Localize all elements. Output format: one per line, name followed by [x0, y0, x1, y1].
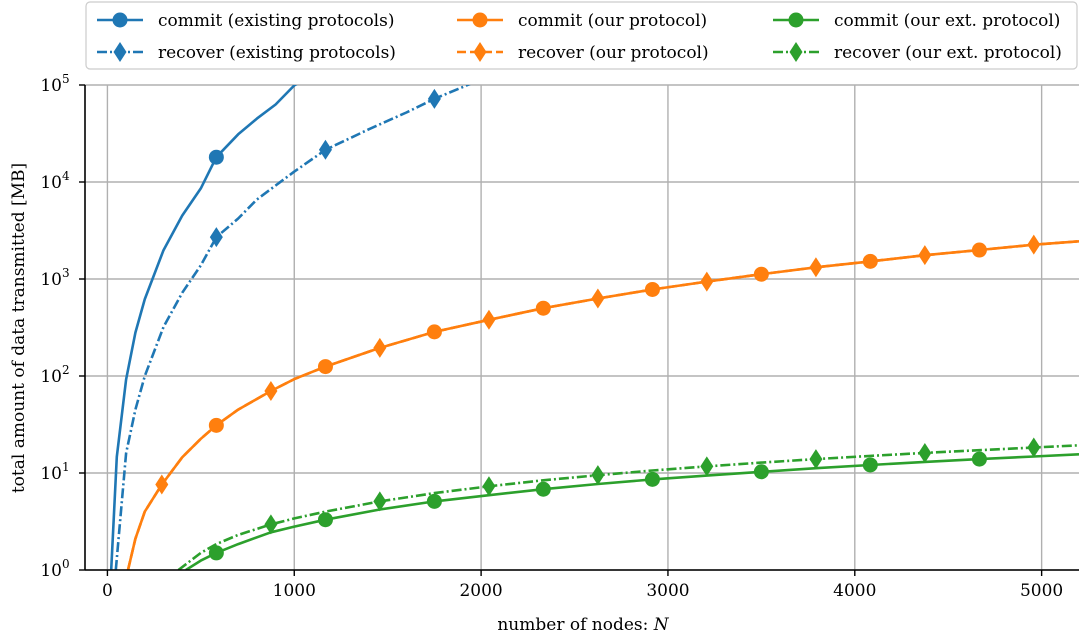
y-tick-label: 105	[40, 72, 69, 96]
data-point	[753, 266, 769, 282]
data-point	[862, 253, 878, 269]
data-point	[1027, 234, 1041, 255]
y-tick-label: 101	[40, 460, 69, 484]
data-point	[317, 359, 333, 375]
legend-label: recover (our ext. protocol)	[834, 43, 1062, 63]
data-point	[426, 493, 442, 509]
marker-layer	[155, 88, 1041, 561]
data-point	[809, 449, 823, 470]
y-tick-label: 100	[40, 557, 69, 581]
data-point	[809, 257, 823, 278]
data-point	[918, 245, 932, 266]
tick-labels: 0 1000 2000 3000 4000 5000 100 101 102 103 104 105	[40, 72, 1063, 601]
legend-label: commit (our protocol)	[518, 11, 707, 31]
grid-lines	[85, 84, 1079, 571]
data-point	[208, 545, 224, 561]
series-line	[114, 85, 471, 570]
legend-marker	[473, 42, 487, 62]
legend-label: commit (our ext. protocol)	[834, 11, 1060, 31]
data-point	[591, 465, 605, 486]
y-tick-label: 104	[40, 169, 70, 193]
legend-marker	[112, 12, 128, 28]
data-point	[264, 381, 278, 402]
legend-marker	[789, 42, 803, 62]
y-tick-label: 103	[40, 266, 69, 290]
data-point	[208, 149, 224, 165]
legend-frame	[85, 1, 1078, 70]
legend-label: recover (existing protocols)	[158, 43, 396, 63]
x-tick-label: 5000	[1020, 581, 1063, 601]
data-point	[535, 300, 551, 316]
data-point	[700, 271, 714, 292]
x-tick-label: 3000	[646, 581, 689, 601]
data-point	[317, 512, 333, 528]
data-point	[373, 491, 387, 512]
legend: commit (existing protocols) recover (exis…	[85, 1, 1078, 70]
data-point	[264, 514, 278, 535]
data-point	[591, 288, 605, 309]
legend-entry: recover (our ext. protocol)	[773, 42, 1062, 63]
legend-marker	[788, 12, 804, 28]
series-layer	[109, 85, 1079, 570]
series-line	[177, 444, 1079, 570]
data-point	[155, 474, 169, 495]
data-point	[1027, 437, 1041, 458]
data-point	[208, 417, 224, 433]
legend-label: recover (our protocol)	[518, 43, 709, 63]
y-tick-label: 102	[40, 363, 69, 387]
data-point	[482, 309, 496, 330]
data-point	[427, 88, 441, 109]
data-point	[862, 457, 878, 473]
data-point	[644, 281, 660, 297]
x-tick-label: 2000	[459, 581, 502, 601]
x-axis-label: number of nodes: N	[497, 615, 669, 635]
data-point	[318, 139, 332, 160]
legend-entry: recover (our protocol)	[457, 42, 709, 63]
data-point	[535, 481, 551, 497]
data-point	[753, 464, 769, 480]
legend-entry: recover (existing protocols)	[97, 42, 396, 63]
data-point	[482, 476, 496, 497]
data-point	[971, 451, 987, 467]
data-point	[971, 242, 987, 258]
data-point	[644, 471, 660, 487]
data-point	[426, 324, 442, 340]
axes	[79, 84, 1079, 576]
legend-marker	[113, 42, 127, 62]
series-line	[109, 85, 298, 570]
data-point	[209, 227, 223, 248]
x-tick-label: 0	[102, 581, 113, 601]
x-tick-label: 1000	[273, 581, 316, 601]
y-axis-label: total amount of data transmitted [MB]	[9, 163, 29, 493]
legend-label: commit (existing protocols)	[158, 11, 394, 31]
legend-entry: commit (our ext. protocol)	[773, 11, 1060, 31]
legend-marker	[472, 12, 488, 28]
legend-entry: commit (our protocol)	[457, 11, 707, 31]
data-point	[373, 337, 387, 358]
data-point	[700, 456, 714, 477]
legend-entry: commit (existing protocols)	[97, 11, 394, 31]
data-point	[918, 442, 932, 463]
x-tick-label: 4000	[833, 581, 876, 601]
